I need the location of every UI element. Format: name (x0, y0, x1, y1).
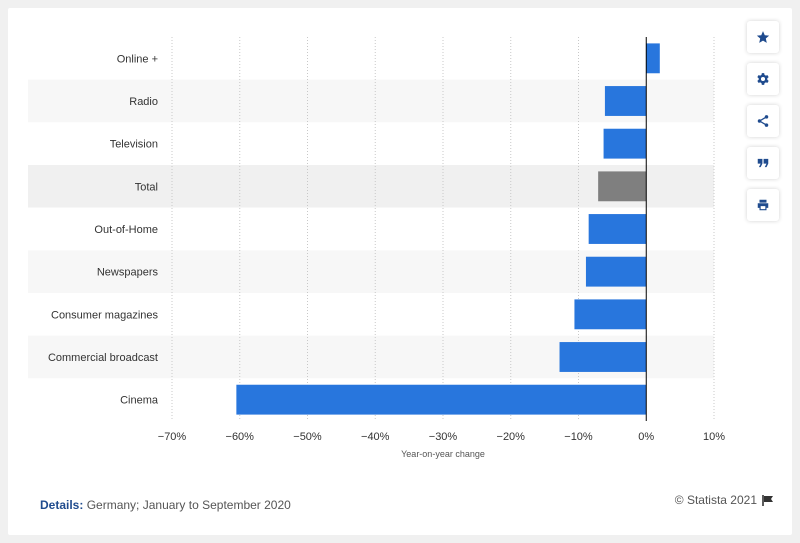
category-label: Television (110, 139, 158, 151)
side-toolbar (747, 21, 779, 231)
category-label: Total (135, 181, 158, 193)
category-label: Commercial broadcast (48, 352, 158, 364)
x-tick-label: −10% (564, 431, 593, 443)
bar[interactable] (574, 299, 647, 330)
category-label: Out-of-Home (94, 224, 158, 236)
details-text: Germany; January to September 2020 (86, 498, 291, 512)
category-label: Consumer magazines (51, 309, 158, 321)
gridlines (171, 37, 715, 421)
bar[interactable] (604, 86, 647, 116)
x-tick-label: −30% (429, 431, 458, 443)
footer-source: © Statista 2021 (675, 493, 774, 507)
favorite-button[interactable] (747, 21, 779, 53)
gear-icon (757, 73, 769, 85)
row-band (28, 122, 714, 165)
category-label: Radio (129, 96, 158, 108)
category-labels: Online + Radio Television Total Out-of-Home N… (48, 53, 159, 406)
category-label: Cinema (120, 395, 159, 407)
category-label: Online + (117, 53, 158, 65)
share-button[interactable] (747, 105, 779, 137)
x-tick-label: −70% (158, 431, 187, 443)
bar[interactable] (598, 171, 647, 202)
bar[interactable] (588, 214, 647, 244)
x-tick-label: −60% (226, 431, 255, 443)
share-icon (757, 115, 769, 127)
star-icon (756, 31, 770, 43)
row-band (28, 79, 714, 123)
x-tick-label: −50% (293, 431, 322, 443)
bars (236, 43, 660, 415)
print-icon (757, 199, 769, 211)
flag-icon[interactable] (762, 494, 774, 506)
x-tick-labels: −70% −60% −50% −40% −30% −20% −10% 0% 10% (158, 431, 725, 443)
details-label[interactable]: Details: (40, 498, 84, 512)
row-band (28, 37, 714, 80)
bar[interactable] (646, 43, 660, 74)
x-axis-title: Year-on-year change (401, 449, 485, 459)
copyright-text[interactable]: © Statista 2021 (674, 493, 757, 507)
category-label: Newspapers (97, 267, 159, 279)
bar[interactable] (559, 342, 647, 372)
bar[interactable] (603, 128, 647, 159)
bar[interactable] (236, 384, 647, 415)
x-tick-label: −20% (497, 431, 526, 443)
cite-button[interactable] (747, 147, 779, 179)
x-tick-label: −40% (361, 431, 390, 443)
x-tick-label: 0% (638, 431, 654, 443)
settings-button[interactable] (747, 63, 779, 95)
quote-icon (757, 158, 769, 168)
x-tick-label: 10% (703, 431, 725, 443)
footer-details: Details: Germany; January to September 2… (40, 498, 291, 512)
print-button[interactable] (747, 189, 779, 221)
bar[interactable] (585, 256, 647, 287)
